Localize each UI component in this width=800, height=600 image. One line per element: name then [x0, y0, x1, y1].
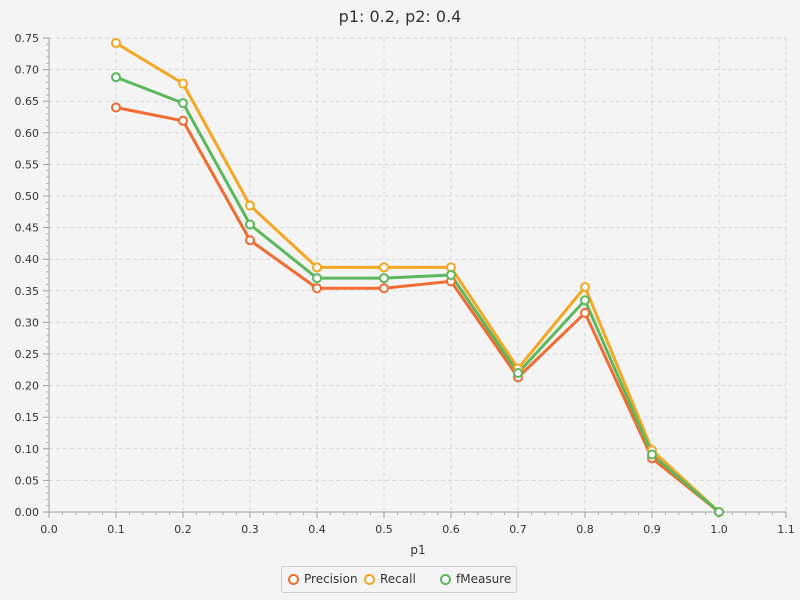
y-tick-label: 0.35	[15, 285, 40, 298]
x-tick-label: 0.9	[643, 523, 661, 536]
data-point-recall	[312, 262, 322, 273]
y-tick-label: 0.25	[15, 348, 40, 361]
data-point-fmeasure	[580, 295, 590, 306]
y-tick-label: 0.00	[15, 506, 40, 519]
y-tick-label: 0.55	[15, 158, 40, 171]
y-tick-label: 0.45	[15, 222, 40, 235]
y-tick-label: 0.20	[15, 380, 40, 393]
x-tick-label: 0.6	[442, 523, 460, 536]
data-point-recall	[178, 78, 188, 89]
recall-marker-icon	[364, 573, 375, 585]
axes: 0.00 0.05 0.10 0.15 0.20 0.25 0.30 0.35 0.40 0.45…	[15, 32, 795, 536]
data-point-fmeasure	[714, 507, 724, 517]
data-point-fmeasure	[111, 72, 121, 83]
y-tick-label: 0.40	[15, 253, 40, 266]
legend-label-precision: Precision	[304, 572, 358, 586]
data-point-recall	[580, 282, 590, 293]
y-tick-label: 0.65	[15, 95, 40, 108]
series-line-recall	[115, 41, 721, 514]
legend-item-fmeasure: fMeasure	[440, 572, 511, 586]
x-tick-label: 0.7	[509, 523, 527, 536]
x-tick-label: 1.1	[777, 523, 795, 536]
data-point-precision	[111, 102, 121, 113]
x-axis-label: p1	[410, 543, 425, 557]
y-tick-label: 0.05	[15, 474, 40, 487]
grid	[49, 37, 787, 512]
series-layer	[111, 38, 724, 517]
data-point-precision	[379, 283, 389, 294]
y-tick-label: 0.75	[15, 32, 40, 45]
fmeasure-marker-icon	[440, 573, 451, 585]
x-tick-label: 0.1	[107, 523, 125, 536]
data-point-precision	[312, 283, 322, 294]
data-point-recall	[245, 200, 255, 211]
y-tick-label: 0.30	[15, 316, 40, 329]
x-tick-label: 0.8	[576, 523, 594, 536]
precision-marker-icon	[288, 573, 299, 585]
legend-item-recall: Recall	[364, 572, 416, 586]
x-tick-label: 0.4	[308, 523, 326, 536]
x-tick-label: 0.3	[241, 523, 259, 536]
plot-area	[49, 38, 786, 512]
y-tick-label: 0.50	[15, 190, 40, 203]
x-tick-label: 0.5	[375, 523, 393, 536]
data-point-precision	[580, 307, 590, 318]
data-point-recall	[379, 262, 389, 273]
y-tick-label: 0.15	[15, 411, 40, 424]
x-tick-label: 1.0	[710, 523, 728, 536]
data-point-recall	[111, 38, 121, 49]
legend-label-recall: Recall	[380, 572, 416, 586]
data-point-precision	[245, 235, 255, 246]
x-tick-label: 0.2	[174, 523, 192, 536]
legend-item-precision: Precision	[288, 572, 358, 586]
data-point-fmeasure	[312, 273, 322, 284]
chart-title: p1: 0.2, p2: 0.4	[339, 7, 462, 26]
data-point-precision	[178, 115, 188, 126]
series-line-fmeasure	[115, 75, 720, 514]
data-point-fmeasure	[446, 270, 456, 280]
y-tick-label: 0.70	[15, 64, 40, 77]
data-point-fmeasure	[513, 367, 523, 378]
data-point-fmeasure	[379, 273, 389, 284]
data-point-fmeasure	[647, 449, 657, 460]
legend: Precision Recall fMeasure	[281, 566, 517, 593]
x-tick-label: 0.0	[40, 523, 58, 536]
y-tick-label: 0.60	[15, 127, 40, 140]
data-point-fmeasure	[245, 219, 255, 230]
legend-label-fmeasure: fMeasure	[456, 572, 512, 586]
y-tick-label: 0.10	[15, 443, 40, 456]
series-line-precision	[115, 106, 720, 514]
data-point-fmeasure	[178, 98, 188, 109]
